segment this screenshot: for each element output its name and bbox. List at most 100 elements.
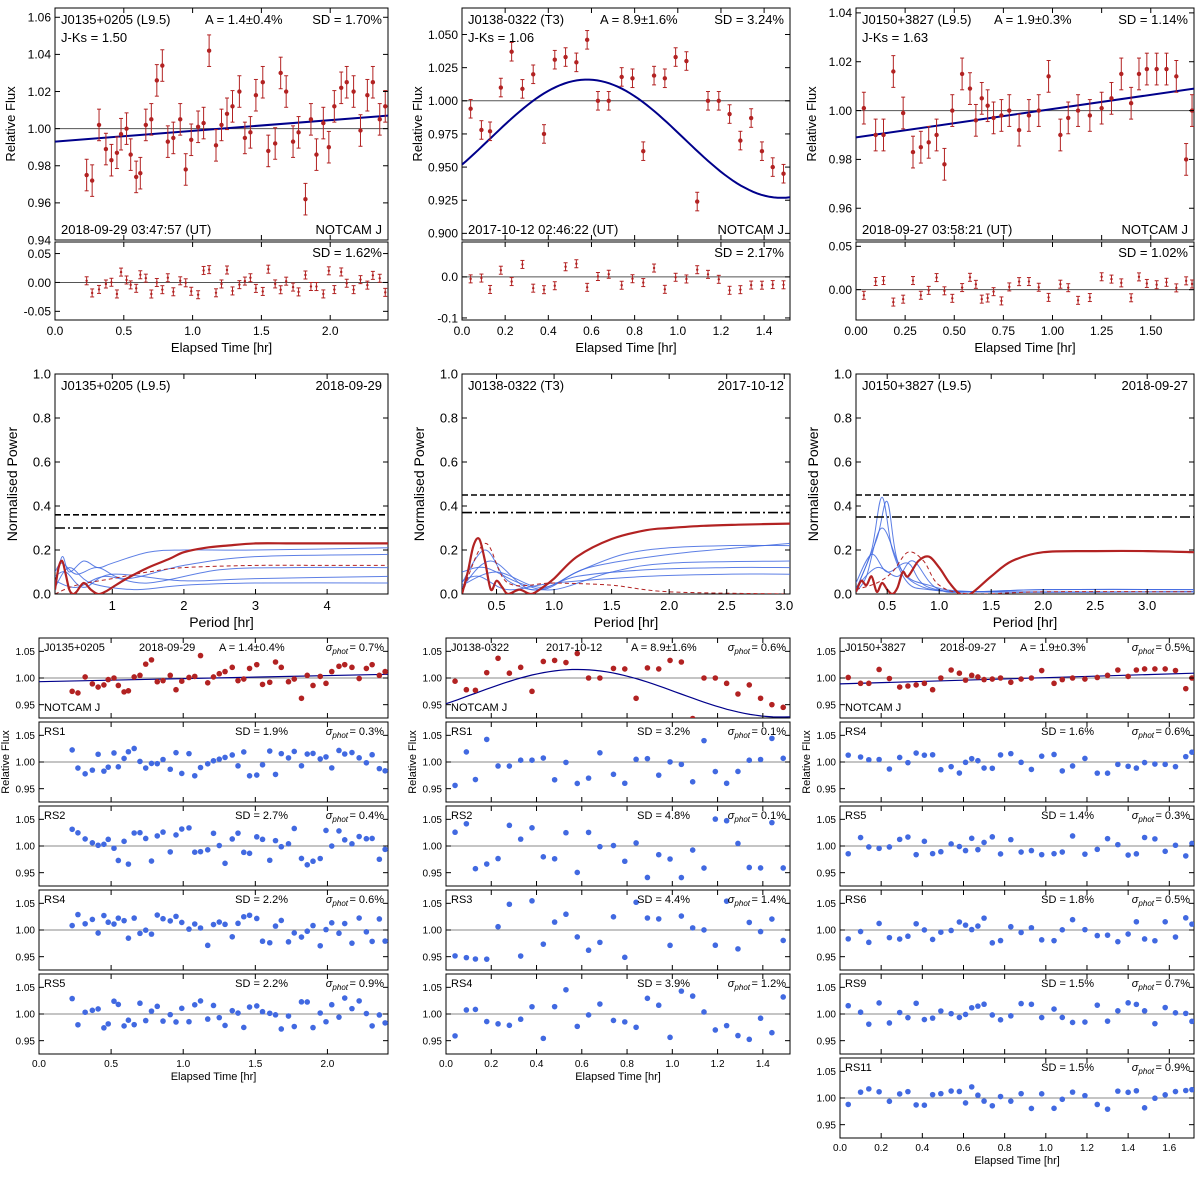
ref-star-label: RS4 [44,894,65,906]
ref-data-point [886,1098,893,1105]
ref-data-point [506,822,513,829]
data-point [967,86,973,91]
residual-point [291,285,295,289]
ref-data-point [341,995,348,1001]
data-point [845,674,852,681]
residual-point [115,292,119,296]
ref-data-point [1069,1019,1076,1026]
ref-data-point [323,827,329,834]
ref-data-point [1082,851,1088,857]
reference-star-panel: RS1 SD = 1.9% σphot = 0.3% 0.95 1.00 1.05 Relat… [0,721,389,803]
periodogram-heading: J0150+3827 (L9.5) [862,378,972,393]
ref-data-point [369,938,375,945]
x-tick-label: 0.8 [998,1143,1012,1154]
ref-data-point [610,1017,617,1024]
ref-data-point [278,843,285,850]
stack-y-axis-label: Relative Flux [407,730,419,794]
ref-data-point [89,1007,96,1014]
y-axis-label: Normalised Power [805,426,821,541]
ref-data-point [689,925,696,931]
sigma-phot-value: = 0.1% [751,810,786,822]
ref-data-point [1133,1087,1140,1094]
ref-data-point [246,850,253,857]
x-tick-label: 2.0 [660,598,678,613]
ref-data-point [240,849,247,856]
data-point [290,139,296,144]
instrument-label: NOTCAM J [1122,222,1188,237]
y-tick-label: 0.00 [28,276,52,290]
ref-star-label: RS3 [451,894,472,906]
ref-data-point [291,748,298,755]
ref-data-point [1152,761,1158,767]
ref-data-point [506,901,513,908]
residual-point [882,279,885,282]
target-column-J0138-0322: 0.900 0.925 0.950 0.975 1.000 1.025 1.050 J0138… [407,7,793,1083]
fit-line [840,672,1194,685]
ref-data-point [304,928,311,935]
ref-data-point [1162,848,1168,855]
y-tick-label: 1.00 [423,926,443,937]
data-point [246,665,253,672]
ref-data-point [563,986,569,993]
ref-data-point [101,841,107,848]
ref-data-point [845,1101,852,1108]
data-point [285,678,292,685]
ref-data-point [266,857,273,864]
data-point [1104,672,1111,679]
ref-data-point [216,842,223,849]
x-tick-label: 1.5 [253,324,270,338]
ref-data-point [1008,1098,1014,1104]
residual-point [499,269,503,272]
ref-data-point [1059,849,1066,855]
ref-data-point [975,923,981,929]
data-point [1099,105,1104,111]
y-tick-label: 1.00 [28,122,52,136]
data-point [266,679,273,686]
residual-point [1175,286,1178,290]
x-tick-label: 0.6 [575,1059,589,1070]
data-point [1094,674,1101,681]
residual-point [371,274,375,277]
ref-data-point [517,953,524,959]
ref-data-point [1038,1091,1045,1097]
light-curve-panel: 0.94 0.96 0.98 1.00 1.02 1.04 1.06 J0135+0205 (… [3,7,389,247]
ref-data-point [291,930,298,936]
ref-data-point [857,1009,864,1016]
ref-data-point [472,956,479,962]
ref-data-point [160,915,166,922]
ref-data-point [376,916,383,922]
ref-data-point [551,776,558,783]
data-point [96,122,102,128]
reference-star-panel: RS4 SD = 2.2% σphot = 0.6% 0.95 1.00 1.05 [16,889,389,971]
ref-data-point [506,763,513,769]
data-point [701,675,707,681]
reference-periodogram [462,560,790,591]
y-tick-label: 1.000 [428,94,458,108]
x-tick-label: 0.5 [878,598,896,613]
residual-point [585,286,589,289]
data-point [780,704,787,711]
data-point [529,688,535,695]
residual-point [1037,286,1040,289]
ref-data-point [173,1019,179,1025]
ref-data-point [69,922,75,929]
ref-data-point [1059,1014,1066,1021]
light-curve-frame [855,7,1195,241]
ref-data-point [896,836,903,843]
ref-data-point [633,1024,639,1031]
y-tick-label: 0.4 [834,499,852,514]
y-tick-label: 0.95 [16,952,36,963]
data-point [314,152,319,157]
ref-data-point [1172,842,1179,849]
ref-data-point [913,851,919,858]
ref-data-point [989,834,996,840]
data-point [999,113,1004,118]
ref-data-point [204,847,211,853]
data-point [981,676,987,683]
ref-data-point [197,998,204,1004]
data-point [597,675,603,681]
y-tick-label: 0.05 [829,240,853,254]
ref-data-point [376,1012,383,1018]
residual-point [243,279,247,283]
